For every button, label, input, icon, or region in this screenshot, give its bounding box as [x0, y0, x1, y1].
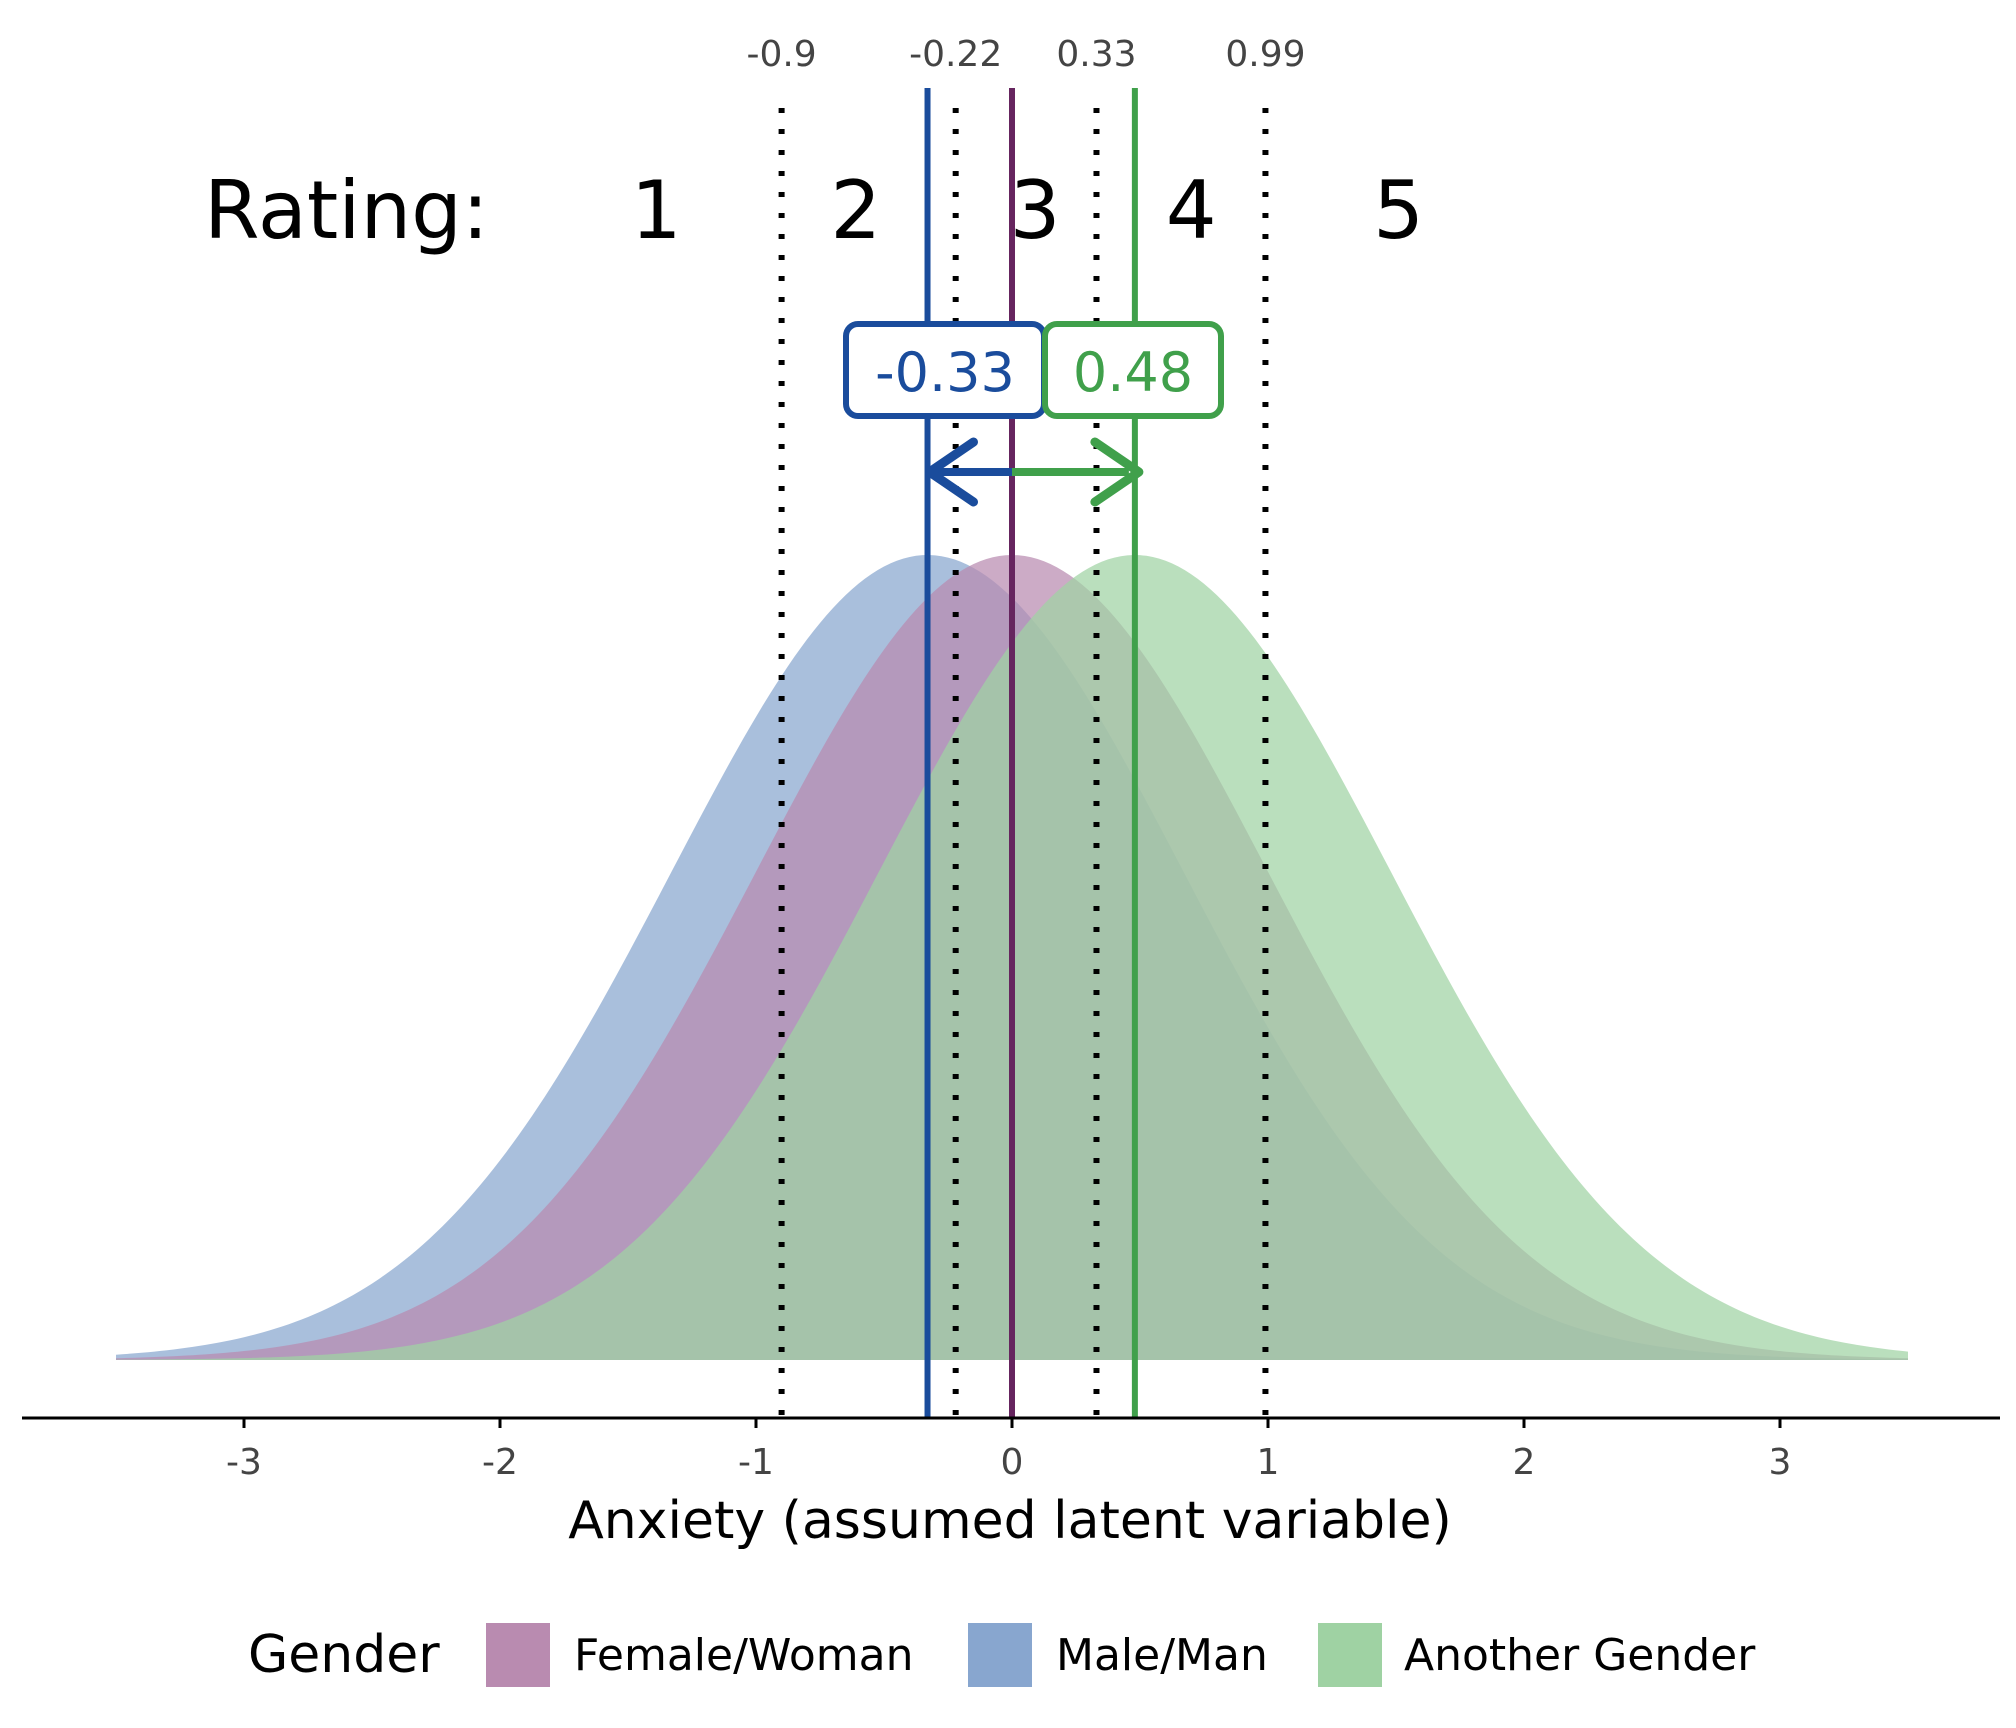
- arrow-head-left: [925, 437, 979, 507]
- x-tick-label: -3: [226, 1442, 262, 1483]
- threshold-label: 0.99: [1225, 34, 1305, 75]
- rating-category: 1: [631, 164, 682, 257]
- x-tick-label: 2: [1513, 1442, 1536, 1483]
- threshold-label: -0.22: [909, 34, 1002, 75]
- rating-category: 3: [1010, 164, 1061, 257]
- annotation-box: [1042, 321, 1224, 419]
- threshold-label: -0.9: [746, 34, 816, 75]
- legend-swatch: [968, 1623, 1032, 1687]
- x-tick-label: -1: [738, 1442, 774, 1483]
- rating-labels: Rating: 1 2 3 4 5: [204, 164, 1424, 257]
- x-axis-title: Anxiety (assumed latent variable): [568, 1491, 1452, 1551]
- annotation-label: 0.48: [1073, 341, 1193, 404]
- x-tick-label: -2: [482, 1442, 518, 1483]
- legend-label: Female/Woman: [574, 1630, 913, 1681]
- rating-category: 4: [1166, 164, 1217, 257]
- arrow-head-right: [1090, 437, 1144, 507]
- x-axis: -3 -2 -1 0 1 2 3: [22, 1416, 2000, 1483]
- x-tick-label: 0: [1001, 1442, 1024, 1483]
- legend-swatch: [1318, 1623, 1382, 1687]
- rating-category: 5: [1373, 164, 1424, 257]
- mean-lines: [924, 88, 1138, 1418]
- rating-label: Rating:: [204, 164, 489, 257]
- threshold-lines: -0.9 -0.22 0.33 0.99: [746, 34, 1306, 1418]
- legend: Gender Female/Woman Male/Man Another Gende…: [248, 1623, 1756, 1687]
- legend-label: Male/Man: [1056, 1630, 1268, 1681]
- difference-annotation: -0.33 0.48: [843, 321, 1224, 507]
- rating-category: 2: [830, 164, 881, 257]
- annotation-label: -0.33: [875, 341, 1015, 404]
- legend-title: Gender: [248, 1625, 440, 1685]
- x-tick-label: 3: [1769, 1442, 1792, 1483]
- threshold-label: 0.33: [1056, 34, 1136, 75]
- legend-swatch: [486, 1623, 550, 1687]
- x-tick-label: 1: [1257, 1442, 1280, 1483]
- legend-label: Another Gender: [1404, 1630, 1756, 1681]
